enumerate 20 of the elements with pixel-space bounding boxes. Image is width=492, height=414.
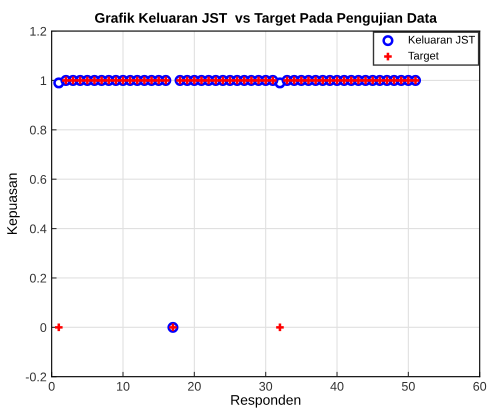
y-tick-label: 0.8 — [30, 126, 46, 134]
x-tick-label: 50 — [402, 382, 415, 391]
x-tick-label: 60 — [473, 382, 486, 391]
x-tick-label: 10 — [117, 382, 130, 391]
y-tick-label: 1 — [40, 76, 46, 85]
x-tick-label: 20 — [188, 382, 201, 391]
y-axis-title: Kepuasan — [7, 174, 20, 234]
x-axis-title: Responden — [231, 394, 300, 408]
legend-label: Target — [408, 52, 439, 62]
legend-label: Keluaran JST — [408, 35, 476, 44]
y-tick-label: 0.4 — [30, 224, 46, 234]
y-tick-label: -0.2 — [26, 372, 46, 382]
y-tick-label: 0.2 — [30, 274, 46, 283]
chart-title: Grafik Keluaran JST vs Target Pada Pengujian Data — [95, 12, 438, 26]
x-tick-label: 40 — [330, 382, 344, 391]
x-tick-label: 0 — [48, 382, 55, 391]
x-tick-label: 30 — [259, 382, 272, 391]
y-tick-label: 0.6 — [30, 175, 46, 184]
y-tick-label: 1.2 — [30, 26, 46, 36]
y-tick-label: 0 — [40, 323, 46, 332]
